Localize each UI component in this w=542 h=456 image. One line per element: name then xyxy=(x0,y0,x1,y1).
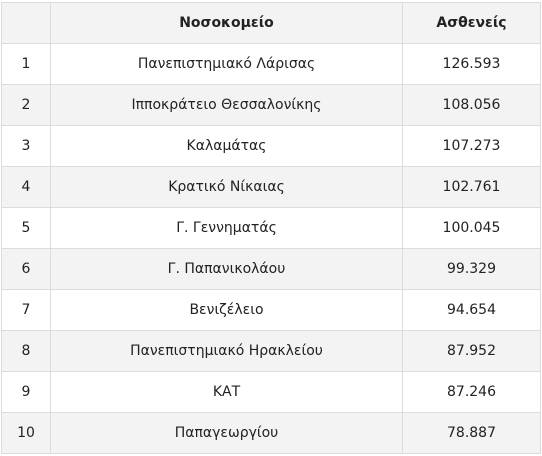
row-hospital: Κρατικό Νίκαιας xyxy=(50,166,403,208)
row-hospital: Γ. Γεννηματάς xyxy=(50,207,403,249)
table-header: Νοσοκομείο Ασθενείς xyxy=(1,2,541,44)
table-row: 6 Γ. Παπανικολάου 99.329 xyxy=(1,248,541,290)
row-rank: 5 xyxy=(1,207,51,249)
header-hospital: Νοσοκομείο xyxy=(50,2,403,44)
table-row: 9 ΚΑΤ 87.246 xyxy=(1,371,541,413)
table-row: 10 Παπαγεωργίου 78.887 xyxy=(1,412,541,454)
row-patients: 87.952 xyxy=(402,330,541,372)
row-rank: 10 xyxy=(1,412,51,454)
row-rank: 3 xyxy=(1,125,51,167)
row-patients: 107.273 xyxy=(402,125,541,167)
row-patients: 126.593 xyxy=(402,43,541,85)
row-patients: 99.329 xyxy=(402,248,541,290)
row-patients: 108.056 xyxy=(402,84,541,126)
row-hospital: Καλαμάτας xyxy=(50,125,403,167)
header-rank xyxy=(1,2,51,44)
row-rank: 8 xyxy=(1,330,51,372)
row-rank: 1 xyxy=(1,43,51,85)
table-row: 3 Καλαμάτας 107.273 xyxy=(1,125,541,167)
table-row: 2 Ιπποκράτειο Θεσσαλονίκης 108.056 xyxy=(1,84,541,126)
row-patients: 94.654 xyxy=(402,289,541,331)
row-rank: 7 xyxy=(1,289,51,331)
table-body: 1 Πανεπιστημιακό Λάρισας 126.593 2 Ιπποκ… xyxy=(1,43,541,454)
row-hospital: ΚΑΤ xyxy=(50,371,403,413)
row-hospital: Πανεπιστημιακό Λάρισας xyxy=(50,43,403,85)
header-row: Νοσοκομείο Ασθενείς xyxy=(1,2,541,44)
row-patients: 87.246 xyxy=(402,371,541,413)
row-rank: 6 xyxy=(1,248,51,290)
table-row: 8 Πανεπιστημιακό Ηρακλείου 87.952 xyxy=(1,330,541,372)
table-row: 7 Βενιζέλειο 94.654 xyxy=(1,289,541,331)
row-rank: 4 xyxy=(1,166,51,208)
row-hospital: Βενιζέλειο xyxy=(50,289,403,331)
header-patients: Ασθενείς xyxy=(402,2,541,44)
row-rank: 9 xyxy=(1,371,51,413)
row-patients: 78.887 xyxy=(402,412,541,454)
row-hospital: Πανεπιστημιακό Ηρακλείου xyxy=(50,330,403,372)
row-hospital: Γ. Παπανικολάου xyxy=(50,248,403,290)
row-patients: 100.045 xyxy=(402,207,541,249)
table-row: 1 Πανεπιστημιακό Λάρισας 126.593 xyxy=(1,43,541,85)
row-hospital: Ιπποκράτειο Θεσσαλονίκης xyxy=(50,84,403,126)
row-hospital: Παπαγεωργίου xyxy=(50,412,403,454)
row-rank: 2 xyxy=(1,84,51,126)
table-row: 5 Γ. Γεννηματάς 100.045 xyxy=(1,207,541,249)
row-patients: 102.761 xyxy=(402,166,541,208)
table-row: 4 Κρατικό Νίκαιας 102.761 xyxy=(1,166,541,208)
